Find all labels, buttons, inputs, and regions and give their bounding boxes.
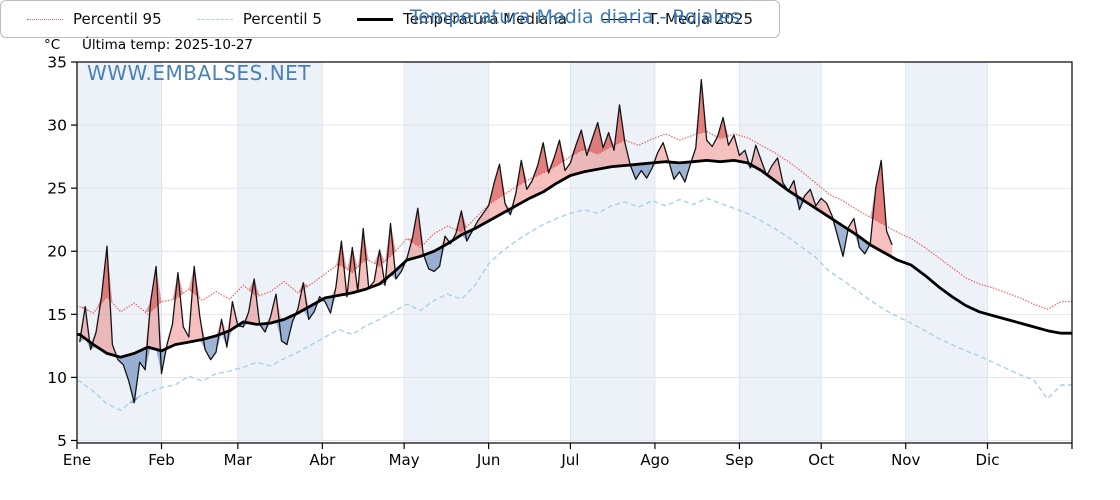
legend-label: Percentil 95: [73, 10, 162, 28]
svg-text:Mar: Mar: [224, 451, 253, 469]
legend-item-t-media-2025: T. Media 2025: [602, 10, 753, 28]
chart-legend: Percentil 95 Percentil 5 Temperatura Med…: [0, 0, 780, 38]
svg-text:15: 15: [47, 306, 67, 324]
svg-text:30: 30: [47, 117, 67, 135]
y-axis-unit-label: °C: [44, 37, 61, 53]
t-media-2025-line-icon: [602, 18, 639, 20]
legend-item-percentil-95: Percentil 95: [27, 10, 162, 28]
svg-text:Oct: Oct: [808, 451, 834, 469]
svg-text:Jun: Jun: [476, 451, 500, 469]
svg-text:25: 25: [47, 180, 67, 198]
temperatura-mediana-line-icon: [357, 17, 394, 21]
legend-label: T. Media 2025: [648, 10, 753, 28]
svg-text:Dic: Dic: [976, 451, 1000, 469]
percentil-5-line-icon: [196, 18, 233, 20]
svg-text:10: 10: [47, 369, 67, 387]
legend-label: Percentil 5: [242, 10, 322, 28]
svg-text:Abr: Abr: [309, 451, 336, 469]
percentil-95-line-icon: [27, 18, 63, 20]
svg-text:20: 20: [47, 243, 67, 261]
watermark-text: WWW.EMBALSES.NET: [87, 61, 312, 85]
svg-text:May: May: [389, 451, 420, 469]
svg-text:Feb: Feb: [148, 451, 175, 469]
legend-item-percentil-5: Percentil 5: [196, 10, 322, 28]
svg-text:Jul: Jul: [560, 451, 579, 469]
chart-title: Temperatura Media diaria - Rojales: [409, 6, 741, 28]
svg-text:Ene: Ene: [63, 451, 91, 469]
legend-label: Temperatura Mediana: [403, 10, 567, 28]
legend-item-temperatura-mediana: Temperatura Mediana: [357, 10, 567, 28]
last-temp-label: Última temp: 2025-10-27: [82, 37, 254, 53]
svg-text:5: 5: [57, 432, 67, 450]
svg-text:Ago: Ago: [640, 451, 669, 469]
svg-text:Nov: Nov: [891, 451, 920, 469]
svg-text:35: 35: [47, 54, 67, 72]
svg-text:Sep: Sep: [725, 451, 753, 469]
